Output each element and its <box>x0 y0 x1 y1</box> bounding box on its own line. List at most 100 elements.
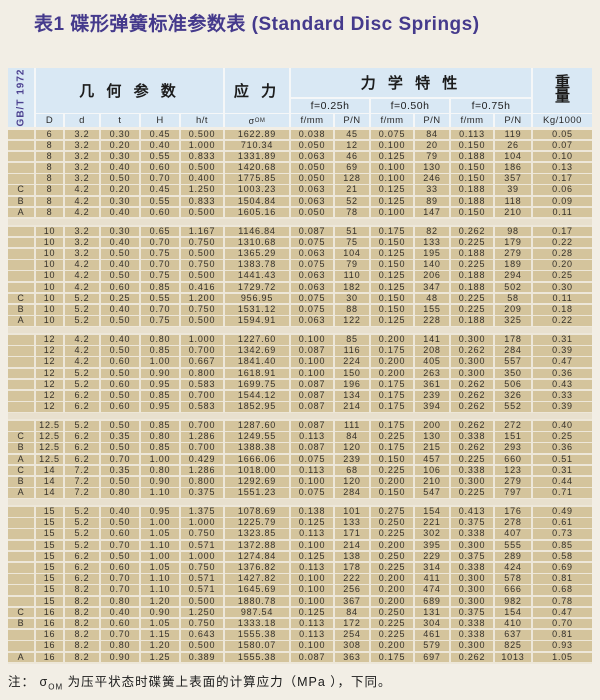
cell-value: 0.150 <box>371 237 413 248</box>
cell-series-marker: B <box>8 196 34 207</box>
cell-value: 58 <box>495 293 531 304</box>
cell-value: 1420.68 <box>225 163 289 173</box>
table-row: B 16 8.2 0.60 1.05 0.750 1333.18 0.113 172 0.225 3… <box>8 618 592 629</box>
cell-value: 457 <box>415 454 449 465</box>
col-sigma: σ OM <box>225 114 289 127</box>
table-header: GB/T 1972 几 何 参 数 应 力 力 学 特 性 重 量 f=0.25… <box>8 68 592 127</box>
cell-value: 0.200 <box>371 477 413 487</box>
cell-value: 0.300 <box>451 477 493 487</box>
cell-value: 1605.16 <box>225 207 289 218</box>
cell-value: 12.5 <box>36 454 63 465</box>
table-row: 12 5.2 0.50 0.90 0.800 1618.91 0.100 150 0.200 26… <box>8 368 592 379</box>
cell-series-marker: A <box>8 207 34 218</box>
cell-value: 1622.89 <box>225 129 289 139</box>
cell-value: 0.262 <box>451 391 493 401</box>
cell-value: 660 <box>495 454 531 465</box>
cell-value: 0.50 <box>101 316 139 326</box>
cell-value: 0.73 <box>533 529 592 539</box>
cell-value: 0.71 <box>533 488 592 498</box>
cell-value: 0.389 <box>181 652 223 662</box>
cell-value: 0.70 <box>101 585 139 595</box>
cell-value: 0.100 <box>371 207 413 218</box>
cell-value: 0.125 <box>371 316 413 326</box>
cell-value: 0.30 <box>533 282 592 293</box>
cell-value: 0.833 <box>181 151 223 162</box>
cell-value: 8 <box>36 207 63 218</box>
cell-series-marker <box>8 585 34 595</box>
cell-value: 1372.88 <box>225 540 289 551</box>
cell-value: 325 <box>495 316 531 326</box>
cell-value: 171 <box>335 529 369 539</box>
cell-value: 326 <box>495 391 531 401</box>
cell-value: 0.40 <box>101 305 139 315</box>
cell-value: 0.750 <box>181 260 223 270</box>
cell-value: 1003.23 <box>225 185 289 195</box>
cell-value: 0.65 <box>141 226 179 237</box>
cell-value: 1.15 <box>141 630 179 640</box>
cell-value: 0.500 <box>181 129 223 139</box>
cell-value: 104 <box>495 151 531 162</box>
table-row: 15 5.2 0.50 1.00 1.000 1225.79 0.125 133 0.250 22… <box>8 518 592 528</box>
cell-value: 1441.43 <box>225 271 289 281</box>
cell-value: 0.200 <box>371 368 413 379</box>
cell-value: 579 <box>415 641 449 651</box>
cell-value: 33 <box>415 185 449 195</box>
cell-value: 0.90 <box>141 607 179 618</box>
table-row: C 12.5 6.2 0.35 0.80 1.286 1249.55 0.113 84 0.225… <box>8 432 592 442</box>
cell-value: 1.250 <box>181 185 223 195</box>
cell-value: 1.05 <box>533 652 592 662</box>
cell-value: 4.2 <box>65 357 99 367</box>
cell-value: 0.17 <box>533 174 592 184</box>
cell-series-marker <box>8 421 34 431</box>
footnote-sigma-sub: OM <box>48 682 64 692</box>
cell-series-marker <box>8 237 34 248</box>
cell-value: 84 <box>335 607 369 618</box>
cell-value: 0.125 <box>371 196 413 207</box>
cell-value: 0.33 <box>533 391 592 401</box>
cell-value: 0.100 <box>291 368 333 379</box>
cell-value: 12.5 <box>36 443 63 453</box>
cell-value: 1.375 <box>181 507 223 517</box>
cell-value: 363 <box>335 652 369 662</box>
cell-series-marker <box>8 574 34 584</box>
cell-value: 0.338 <box>451 563 493 573</box>
cell-value: 0.47 <box>533 607 592 618</box>
cell-value: 0.60 <box>101 402 139 412</box>
cell-value: 12.5 <box>36 432 63 442</box>
cell-series-marker <box>8 507 34 517</box>
cell-value: 1775.85 <box>225 174 289 184</box>
table-row: A 10 5.2 0.50 0.75 0.500 1594.91 0.063 122 0.125 2… <box>8 316 592 326</box>
cell-value: 0.39 <box>533 346 592 356</box>
cell-value: 0.60 <box>101 379 139 390</box>
cell-value: 0.09 <box>533 196 592 207</box>
cell-value: 0.250 <box>371 518 413 528</box>
cell-value: 0.40 <box>101 607 139 618</box>
cell-value: 3.2 <box>65 249 99 259</box>
cell-value: 367 <box>335 596 369 607</box>
header-weight-group: 重 量 <box>533 68 592 113</box>
cell-series-marker <box>8 151 34 162</box>
cell-value: 1.000 <box>181 551 223 562</box>
cell-value: 0.75 <box>141 271 179 281</box>
cell-value: 411 <box>415 574 449 584</box>
cell-value: 8 <box>36 151 63 162</box>
cell-value: 52 <box>335 196 369 207</box>
cell-value: 7.2 <box>65 488 99 498</box>
cell-value: 272 <box>495 421 531 431</box>
cell-value: 5.2 <box>65 421 99 431</box>
cell-value: 0.262 <box>451 346 493 356</box>
footnote-prefix: 注： <box>8 675 36 689</box>
cell-value: 278 <box>495 518 531 528</box>
cell-value: 0.22 <box>533 237 592 248</box>
cell-value: 8 <box>36 174 63 184</box>
deflection-050-label: f=0.50h <box>390 99 430 112</box>
cell-value: 0.150 <box>451 140 493 151</box>
cell-value: 395 <box>415 540 449 551</box>
cell-value: 46 <box>335 151 369 162</box>
cell-value: 0.750 <box>181 618 223 629</box>
cell-value: 111 <box>335 421 369 431</box>
cell-value: 5.2 <box>65 379 99 390</box>
cell-value: 16 <box>36 652 63 662</box>
cell-value: 279 <box>495 249 531 259</box>
cell-value: 0.100 <box>291 574 333 584</box>
